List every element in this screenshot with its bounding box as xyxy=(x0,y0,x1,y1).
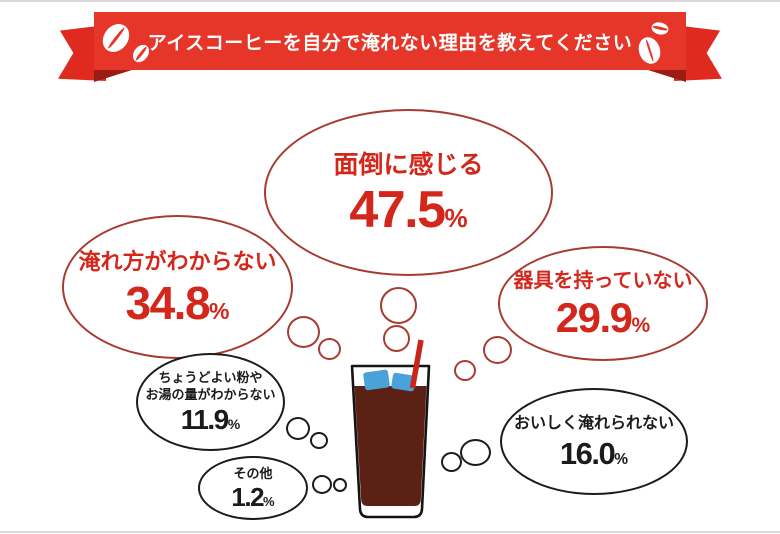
straw xyxy=(409,339,424,389)
coffee-fill xyxy=(354,386,427,506)
bubble-amount-label: ちょうどよい粉や お湯の量がわからない xyxy=(145,369,276,402)
bottom-border-line xyxy=(0,531,780,533)
thought-trail-dot xyxy=(441,452,462,472)
bean-slit xyxy=(134,46,148,61)
bean-slit xyxy=(644,39,655,62)
bubble-method-value: 34.8% xyxy=(125,276,230,329)
thought-trail-dot xyxy=(454,360,476,381)
bubble-equipment-label: 器具を持っていない xyxy=(513,270,693,292)
thought-trail-dot xyxy=(312,475,332,494)
bean-slit xyxy=(652,25,668,32)
bean-slit xyxy=(107,27,125,49)
bubble-other-label: その他 xyxy=(233,466,273,482)
bubble-taste-value: 16.0% xyxy=(559,435,629,471)
thought-trail-dot xyxy=(286,417,310,440)
thought-trail-dot xyxy=(460,439,491,466)
thought-trail-dot xyxy=(333,478,347,492)
bubble-hassle-value: 47.5% xyxy=(349,181,468,240)
ice-cube xyxy=(363,369,390,391)
bubble-hassle-label: 面倒に感じる xyxy=(333,150,484,179)
thought-trail-dot xyxy=(383,325,410,352)
thought-trail-dot xyxy=(310,432,328,449)
bubble-other: その他 1.2% xyxy=(198,456,308,520)
thought-trail-dot xyxy=(380,287,417,324)
page-title: アイスコーヒーを自分で淹れない理由を教えてください xyxy=(147,32,633,54)
top-border-line xyxy=(0,0,780,2)
bubble-method-label: 淹れ方がわからない xyxy=(78,249,277,275)
bubble-amount: ちょうどよい粉や お湯の量がわからない 11.9% xyxy=(136,353,285,451)
bubble-taste: おいしく淹れられない 16.0% xyxy=(500,388,688,495)
thought-trail-dot xyxy=(483,336,512,364)
thought-trail-dot xyxy=(318,338,341,360)
bubble-equipment-value: 29.9% xyxy=(555,294,651,341)
ribbon-fold-left xyxy=(94,70,132,82)
thought-trail-dot xyxy=(287,316,320,348)
bubble-taste-label: おいしく淹れられない xyxy=(513,415,674,433)
bubble-amount-value: 11.9% xyxy=(180,404,241,436)
ice-cube xyxy=(391,372,416,392)
iced-coffee-glass-illustration xyxy=(340,335,440,525)
bubble-other-value: 1.2% xyxy=(231,481,275,512)
bubble-method: 淹れ方がわからない 34.8% xyxy=(62,215,293,359)
title-ribbon: アイスコーヒーを自分で淹れない理由を教えてください xyxy=(94,12,686,70)
bubble-equipment: 器具を持っていない 29.9% xyxy=(498,246,708,361)
bubble-hassle: 面倒に感じる 47.5% xyxy=(264,109,553,276)
